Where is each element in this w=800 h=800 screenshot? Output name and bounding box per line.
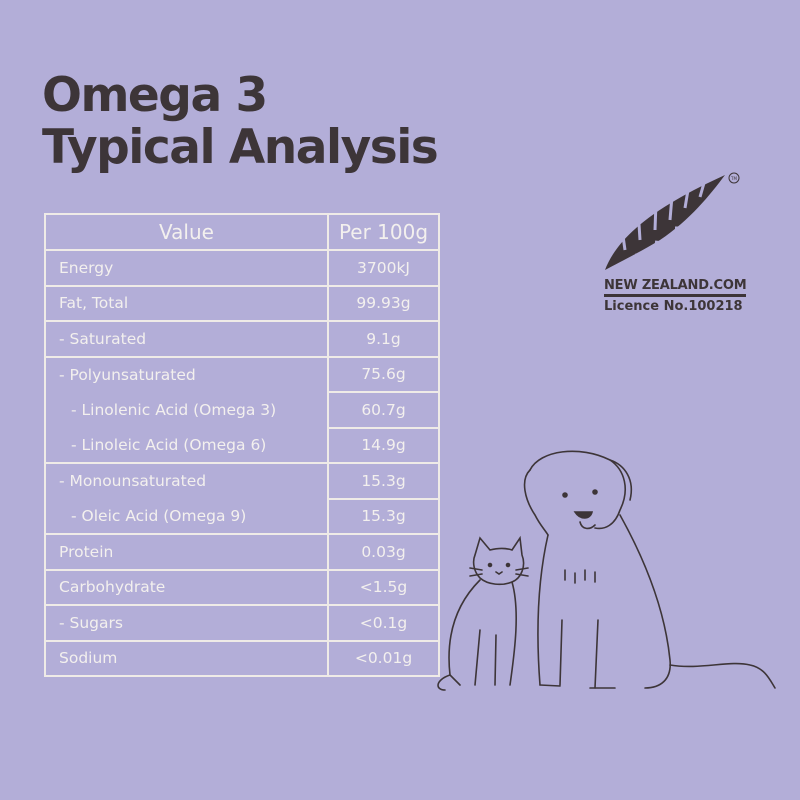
row-label: - Sugars [44,604,329,642]
table-row: - Linoleic Acid (Omega 6) 14.9g [44,426,440,464]
table-row: - Linolenic Acid (Omega 3) 60.7g [44,391,440,429]
table-row: Sodium <0.01g [44,639,440,677]
header-value: Value [44,213,329,251]
row-label: - Polyunsaturated [44,355,329,392]
trademark-mark: TM [730,176,737,181]
row-label: - Linolenic Acid (Omega 3) [44,392,329,428]
table-row: Carbohydrate <1.5g [44,568,440,606]
row-value: 3700kJ [327,249,440,287]
row-label: - Linoleic Acid (Omega 6) [44,427,329,464]
title-line-1: Omega 3 [42,68,268,123]
table-row: - Monounsaturated 15.3g [44,462,440,500]
dog-and-cat-illustration [437,450,776,691]
table-row: - Sugars <0.1g [44,604,440,642]
row-value: 14.9g [327,426,440,464]
table-row: Protein 0.03g [44,533,440,571]
row-value: <0.1g [327,604,440,642]
row-value: 9.1g [327,320,440,358]
row-value: <0.01g [327,639,440,677]
row-label: Energy [44,249,329,287]
table-row: - Saturated 9.1g [44,320,440,358]
table-header: Value Per 100g [44,213,440,251]
row-value: 99.93g [327,284,440,322]
row-label: Protein [44,533,329,571]
row-value: 15.3g [327,462,440,500]
title-line-2: Typical Analysis [42,120,439,175]
row-label: - Monounsaturated [44,462,329,499]
nutrition-table: Value Per 100g Energy 3700kJ Fat, Total 99.… [44,213,440,677]
table-row: Fat, Total 99.93g [44,284,440,322]
table-row: Energy 3700kJ [44,249,440,287]
row-label: - Saturated [44,320,329,358]
cat-icon [437,535,529,691]
row-label: Fat, Total [44,284,329,322]
table-row: - Oleic Acid (Omega 9) 15.3g [44,497,440,535]
header-per-100g: Per 100g [327,213,440,251]
row-label: Sodium [44,639,329,677]
row-label: Carbohydrate [44,568,329,606]
brand-text: NEW ZEALAND.COM [604,278,747,297]
row-value: 75.6g [327,355,440,393]
licence-text: Licence No.100218 [604,299,743,314]
row-value: 0.03g [327,533,440,571]
row-label: - Oleic Acid (Omega 9) [44,498,329,535]
row-value: 60.7g [327,391,440,429]
row-value: <1.5g [327,568,440,606]
row-value: 15.3g [327,497,440,535]
silver-fern-icon: TM [605,172,740,270]
dog-icon [523,450,776,689]
page-title: Omega 3 Typical Analysis [42,68,439,175]
table-row: - Polyunsaturated 75.6g [44,355,440,393]
